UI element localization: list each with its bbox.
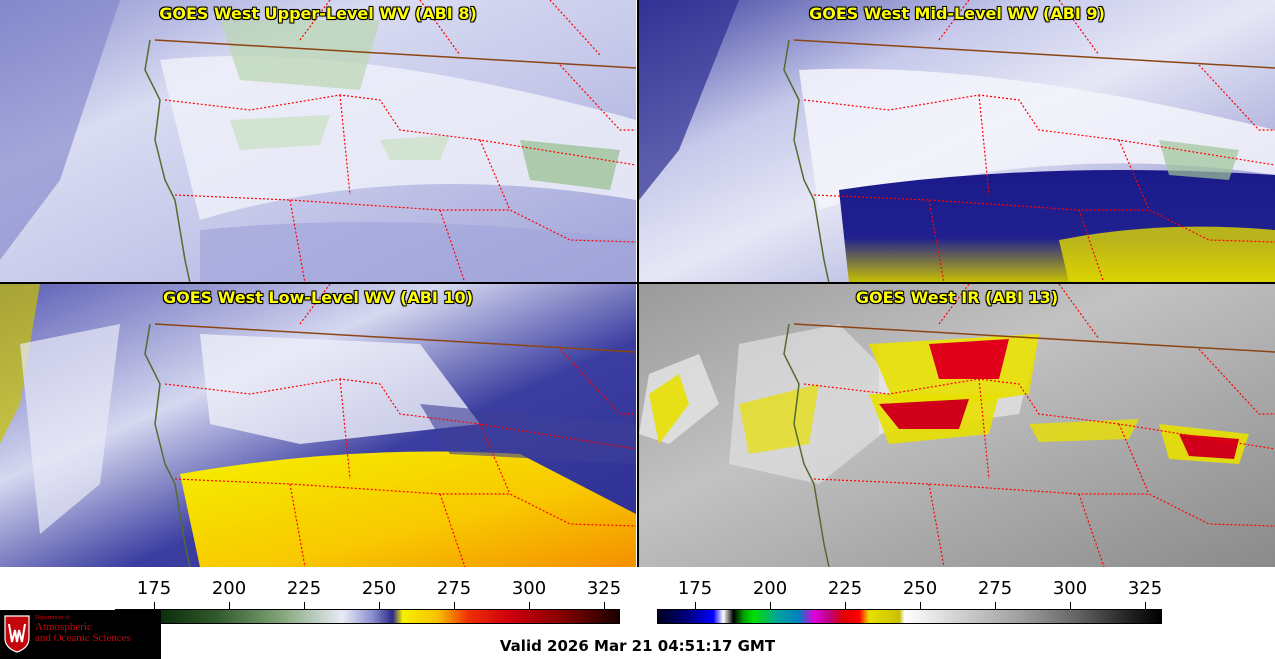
wv-tick-mark [154,602,155,609]
logo-line-2: Atmospheric [35,621,92,633]
wv-colorbar [115,609,620,624]
panel-title: GOES West Low-Level WV (ABI 10) [162,288,473,307]
panel-title: GOES West Upper-Level WV (ABI 8) [159,4,477,23]
panel-ir: GOES West IR (ABI 13) [639,284,1275,567]
upper-level-wv-image [0,0,636,283]
wv-tick-mark [379,602,380,609]
wv-tick-label: 275 [436,578,472,599]
wv-tick-mark [229,602,230,609]
panel-divider-horizontal [0,282,1275,284]
ir-colorbar [657,609,1162,624]
logo-line-3: and Oceanic Sciences [35,632,131,644]
wv-tick-label: 250 [361,578,397,599]
ir-tick-mark [845,602,846,609]
ir-tick-mark [995,602,996,609]
panel-title: GOES West IR (ABI 13) [855,288,1059,307]
ir-image [639,284,1275,567]
wv-tick-label: 225 [286,578,322,599]
ir-tick-mark [1145,602,1146,609]
ir-tick-mark [920,602,921,609]
ir-tick-mark [695,602,696,609]
ir-tick-label: 300 [1052,578,1088,599]
panel-upper-level-wv: GOES West Upper-Level WV (ABI 8) [0,0,636,283]
wv-tick-mark [304,602,305,609]
logo-line-1: Department of [35,615,70,621]
low-level-wv-image [0,284,636,567]
panel-mid-level-wv: GOES West Mid-Level WV (ABI 9) [639,0,1275,283]
wv-tick-label: 200 [211,578,247,599]
ir-tick-label: 250 [902,578,938,599]
aos-logo: Department of Atmospheric and Oceanic Sc… [0,610,161,659]
wv-tick-mark [604,602,605,609]
ir-tick-mark [1070,602,1071,609]
uw-crest-icon [4,615,30,653]
mid-level-wv-image [639,0,1275,283]
wv-tick-mark [454,602,455,609]
wv-tick-mark [529,602,530,609]
ir-tick-label: 200 [752,578,788,599]
valid-time: Valid 2026 Mar 21 04:51:17 GMT [499,637,776,655]
ir-tick-mark [770,602,771,609]
ir-tick-label: 325 [1127,578,1163,599]
ir-tick-label: 225 [827,578,863,599]
wv-tick-label: 175 [136,578,172,599]
ir-tick-label: 275 [977,578,1013,599]
panel-low-level-wv: GOES West Low-Level WV (ABI 10) [0,284,636,567]
panel-title: GOES West Mid-Level WV (ABI 9) [809,4,1105,23]
wv-tick-label: 325 [586,578,622,599]
wv-tick-label: 300 [511,578,547,599]
ir-tick-label: 175 [677,578,713,599]
aos-logo-text: Department of Atmospheric and Oceanic Sc… [35,614,131,644]
